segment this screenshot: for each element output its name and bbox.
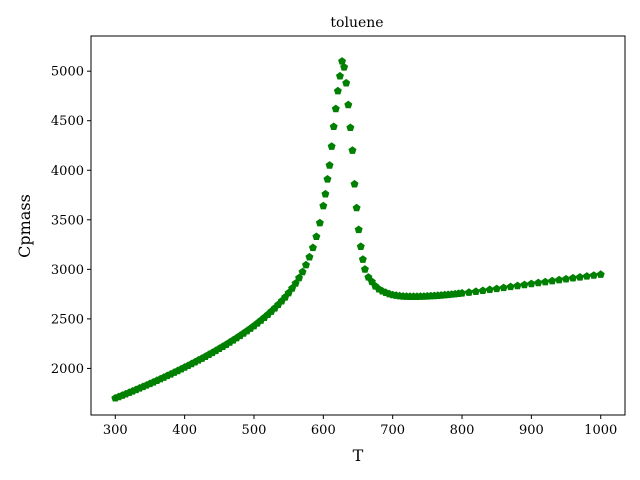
data-point [342, 78, 351, 87]
x-tick-label: 800 [450, 423, 475, 438]
x-tick-label: 500 [242, 423, 267, 438]
data-point [321, 189, 330, 198]
y-tick-label: 2000 [51, 362, 84, 377]
data-point [333, 86, 342, 95]
chart-title: toluene [330, 15, 383, 31]
data-point [478, 286, 487, 295]
plot-frame [90, 35, 626, 416]
data-point [575, 272, 584, 281]
y-tick-label: 4500 [51, 114, 84, 129]
data-point [335, 71, 344, 80]
x-tick-label: 900 [519, 423, 544, 438]
data-point [471, 287, 480, 295]
data-point [534, 278, 543, 287]
data-point [340, 63, 349, 71]
data-point [589, 271, 598, 279]
y-tick-label: 5000 [51, 65, 84, 80]
data-point [348, 146, 357, 154]
data-point [346, 123, 355, 132]
data-point [352, 203, 361, 212]
data-point [492, 284, 501, 293]
data-point [338, 57, 347, 65]
data-point [344, 100, 353, 109]
data-point [541, 277, 550, 286]
data-point [331, 104, 340, 113]
x-axis: 300 400 500 600 700 800 900 1000 [103, 415, 617, 438]
data-point [568, 273, 577, 282]
data-point [360, 265, 369, 273]
data-point [562, 274, 571, 283]
y-tick-label: 4000 [51, 164, 84, 179]
data-point [464, 288, 473, 296]
y-tick-label: 3500 [51, 213, 84, 228]
x-tick-label: 1000 [584, 423, 617, 438]
x-tick-label: 600 [311, 423, 336, 438]
data-point [319, 201, 328, 210]
data-point [323, 174, 332, 183]
data-point [301, 260, 310, 269]
scatter-markers [111, 57, 605, 402]
data-point [513, 281, 522, 290]
data-point [354, 225, 363, 234]
data-point [295, 273, 304, 282]
data-point [312, 232, 321, 241]
data-point [358, 255, 367, 263]
data-point [548, 276, 557, 285]
data-point [520, 280, 529, 289]
x-axis-label: T [353, 446, 364, 465]
y-tick-label: 3000 [51, 263, 84, 278]
data-point [329, 122, 338, 131]
data-point [298, 267, 307, 276]
data-point [485, 285, 494, 294]
data-point [596, 270, 605, 278]
data-point [582, 272, 591, 280]
data-point [458, 289, 467, 297]
x-tick-label: 700 [380, 423, 405, 438]
data-point [555, 275, 564, 284]
y-axis: 2000 2500 3000 3500 4000 4500 5000 [51, 65, 91, 377]
data-point [327, 142, 336, 150]
data-point [305, 252, 314, 261]
data-point [527, 279, 536, 288]
y-axis-label: Cpmass [15, 194, 34, 258]
data-point [356, 242, 365, 250]
y-tick-label: 2500 [51, 312, 84, 327]
x-tick-label: 300 [103, 423, 128, 438]
data-point [325, 161, 334, 169]
x-tick-label: 400 [172, 423, 197, 438]
data-point [499, 283, 508, 292]
data-point [506, 282, 515, 291]
data-point [315, 218, 324, 227]
data-point [350, 179, 359, 188]
data-point [308, 243, 317, 252]
